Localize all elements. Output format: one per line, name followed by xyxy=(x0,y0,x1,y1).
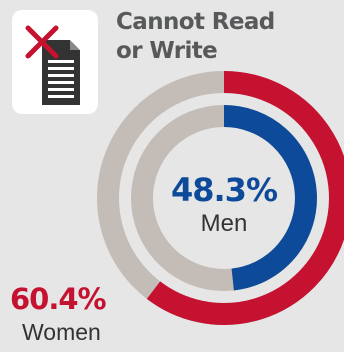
document-icon xyxy=(42,40,80,105)
women-value-label: 60.4% xyxy=(10,282,107,316)
crossed-out-document-icon xyxy=(25,25,80,105)
title-line-1: Cannot Read xyxy=(116,9,275,35)
red-cross-icon xyxy=(25,25,59,59)
women-ring-arc xyxy=(146,71,344,325)
women-series-label: Women xyxy=(22,319,101,345)
men-ring-arc xyxy=(223,105,317,291)
chart-title: Cannot Read or Write xyxy=(116,8,275,66)
title-line-2: or Write xyxy=(116,38,218,64)
document-icon-card xyxy=(12,10,98,114)
men-series-label: Men xyxy=(200,210,248,237)
men-value-label: 48.3% xyxy=(170,171,278,209)
